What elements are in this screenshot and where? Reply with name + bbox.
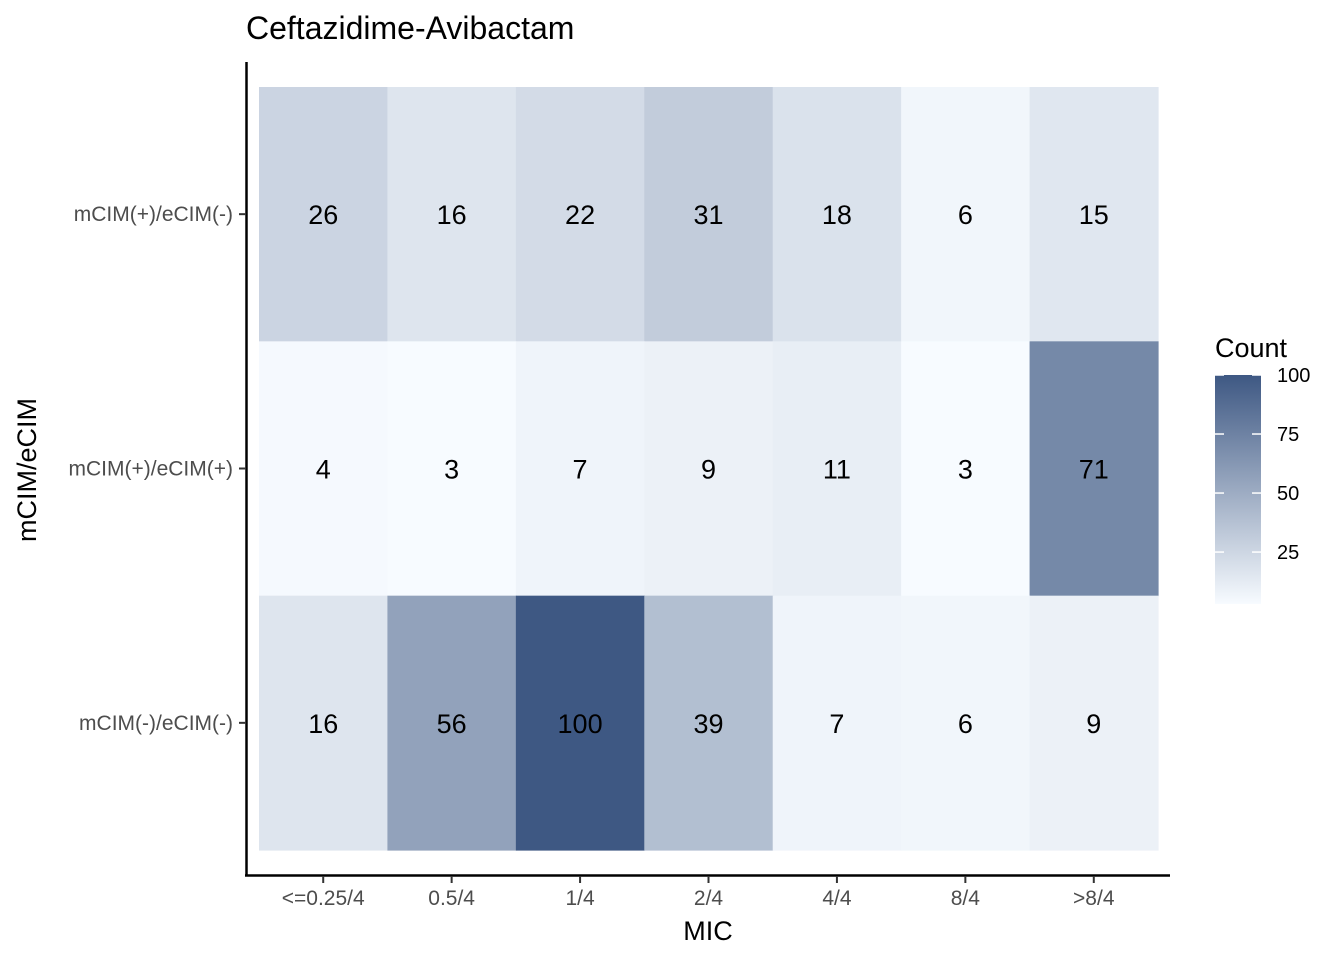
heatmap-cell-label: 11 [823, 455, 851, 485]
heatmap-cell-label: 9 [1086, 709, 1101, 739]
heatmap-cell [644, 87, 774, 342]
heatmap-cells [259, 87, 1159, 851]
heatmap-cell [259, 341, 389, 597]
heatmap-cell [901, 87, 1031, 342]
legend-tick-label: 50 [1277, 483, 1299, 505]
heatmap-cell-label: 18 [822, 200, 852, 230]
heatmap-cell-label: 56 [437, 709, 467, 739]
heatmap-cell [644, 341, 774, 597]
legend-tick-label: 25 [1277, 542, 1299, 564]
legend-tick-label: 100 [1277, 365, 1310, 387]
heatmap-cell [387, 87, 517, 342]
heatmap-cell [259, 87, 389, 342]
heatmap-cell [901, 595, 1031, 851]
heatmap-cell-label: 9 [701, 455, 716, 485]
heatmap-cell [644, 595, 774, 851]
x-tick-label: 1/4 [565, 887, 595, 910]
y-axis-title: mCIM/eCIM [12, 398, 42, 542]
heatmap-cell-label: 71 [1079, 455, 1109, 485]
legend-ticks: 100 75 50 25 [1215, 365, 1310, 564]
heatmap-cell [1029, 595, 1159, 851]
x-tick-label: 2/4 [694, 887, 724, 910]
color-legend: Count 100 75 50 25 [1215, 333, 1310, 604]
heatmap-cell [1029, 87, 1159, 342]
heatmap-cell-label: 7 [829, 709, 844, 739]
heatmap-cell [515, 87, 645, 342]
y-tick-label: mCIM(+)/eCIM(-) [74, 203, 233, 226]
heatmap-cell [772, 595, 902, 851]
x-tick-label: 4/4 [822, 887, 852, 910]
heatmap-cell [772, 341, 902, 597]
x-axis-title: MIC [683, 916, 733, 946]
legend-title: Count [1215, 333, 1288, 363]
legend-color-bar [1215, 375, 1261, 604]
x-tick-label: <=0.25/4 [282, 887, 365, 910]
heatmap-cell [387, 341, 517, 597]
heatmap-cell-labels: 26 16 22 31 18 6 15 4 3 7 9 11 3 71 16 56 100 39 7 6 9 [308, 200, 1109, 739]
heatmap-cell-label: 16 [437, 200, 467, 230]
heatmap-cell [515, 595, 645, 851]
heatmap-cell-label: 4 [316, 455, 331, 485]
heatmap-cell-label: 31 [693, 200, 723, 230]
heatmap-cell [901, 341, 1031, 597]
heatmap-cell-label: 26 [308, 200, 338, 230]
heatmap-cell-label: 22 [565, 200, 595, 230]
y-axis-ticks: mCIM(+)/eCIM(-) mCIM(+)/eCIM(+) mCIM(-)/eC… [69, 203, 246, 735]
y-tick-label: mCIM(-)/eCIM(-) [79, 712, 233, 735]
heatmap-cell [772, 87, 902, 342]
heatmap-cell-label: 6 [958, 709, 973, 739]
heatmap-cell [515, 341, 645, 597]
heatmap-cell-label: 39 [693, 709, 723, 739]
heatmap-cell-label: 6 [958, 200, 973, 230]
heatmap-cell-label: 3 [958, 455, 973, 485]
x-tick-label: 0.5/4 [428, 887, 475, 910]
heatmap-cell-label: 100 [558, 709, 603, 739]
x-tick-label: >8/4 [1073, 887, 1115, 910]
y-tick-label: mCIM(+)/eCIM(+) [69, 458, 234, 481]
heatmap-cell-label: 15 [1079, 200, 1109, 230]
legend-tick-label: 75 [1277, 424, 1299, 446]
chart-title: Ceftazidime-Avibactam [246, 10, 574, 46]
heatmap-cell [387, 595, 517, 851]
x-axis-ticks: <=0.25/4 0.5/4 1/4 2/4 4/4 8/4 >8/4 [282, 876, 1115, 910]
heatmap-cell-label: 16 [308, 709, 338, 739]
heatmap-cell [259, 595, 389, 851]
heatmap-cell-label: 7 [573, 455, 588, 485]
heatmap-cell-label: 3 [444, 455, 459, 485]
heatmap-cell [1029, 341, 1159, 597]
x-tick-label: 8/4 [951, 887, 981, 910]
